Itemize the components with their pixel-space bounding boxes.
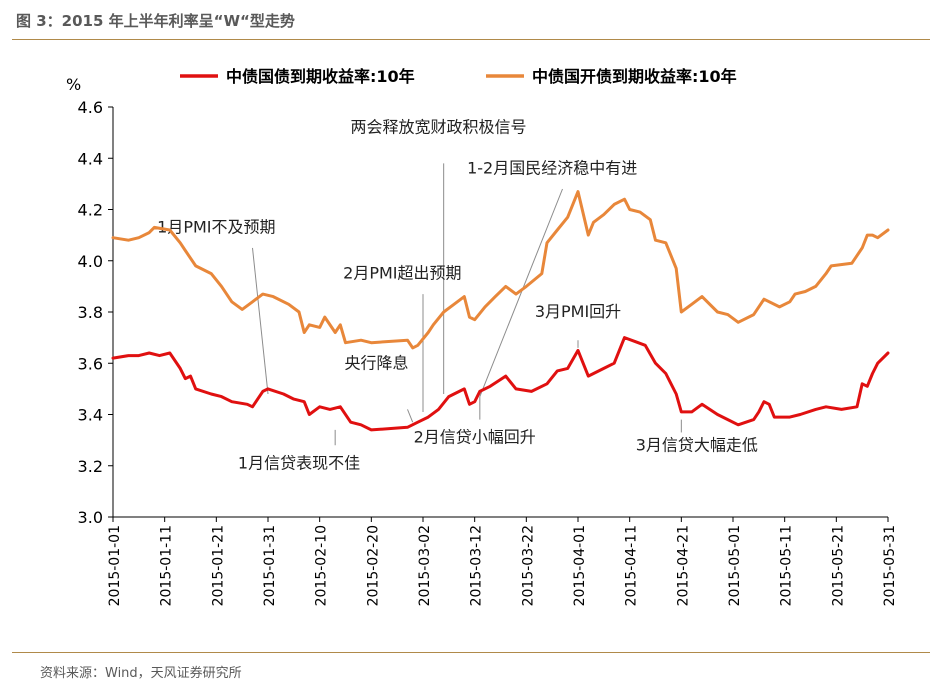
y-tick-label: 3.0 [78,508,103,527]
x-tick-label: 2015-03-12 [469,525,485,606]
annotation-label: 1月信贷表现不佳 [238,453,360,472]
annotation-label: 央行降息 [344,353,408,372]
series-line-gz [111,336,890,432]
annotation-line [479,188,563,397]
x-tick-label: 2015-03-02 [417,525,433,606]
x-tick-label: 2015-04-11 [624,525,640,606]
x-tick-label: 2015-01-31 [262,525,278,606]
top-rule [12,39,930,40]
annotations: 1月PMI不及预期 两会释放宽财政积极信号 1-2月国民经济稳中有进 2月PMI超出预… [157,118,758,473]
source-note: 资料来源：Wind，天风证券研究所 [40,666,242,681]
annotation-label: 1月PMI不及预期 [157,218,275,237]
legend: 中债国债到期收益率:10年 中债国开债到期收益率:10年 [180,67,737,86]
y-axis-unit: % [66,75,81,94]
x-tick-label: 2015-05-21 [830,525,846,606]
y-tick-label: 4.2 [78,201,103,220]
x-tick-label: 2015-05-01 [727,525,743,606]
x-tick-label: 2015-04-21 [675,525,691,606]
annotation-label: 1-2月国民经济稳中有进 [467,159,637,178]
annotation-label: 3月PMI回升 [535,302,621,321]
legend-label-gk: 中债国开债到期收益率:10年 [532,67,737,86]
annotation-label: 两会释放宽财政积极信号 [350,118,526,137]
series-line-gk [111,190,890,350]
x-tick-label: 2015-02-20 [365,525,381,606]
series-lines [111,190,890,432]
x-tick-label: 2015-05-11 [779,525,795,606]
x-tick-label: 2015-03-22 [520,525,536,606]
annotation-label: 3月信贷大幅走低 [636,435,758,454]
y-tick-label: 3.2 [78,457,103,476]
y-tick-label: 3.4 [78,406,103,425]
annotation-label: 2月信贷小幅回升 [414,428,536,447]
y-tick-label: 4.4 [78,149,103,168]
x-axis: 2015-01-01 2015-01-11 2015-01-21 2015-01-31… [107,516,898,606]
y-axis: 3.0 3.2 3.4 3.6 3.8 4.0 4.2 4.4 4.6 [78,98,114,527]
x-tick-label: 2015-04-01 [572,525,588,606]
x-tick-label: 2015-01-01 [107,525,123,606]
x-tick-label: 2015-01-11 [159,525,175,606]
annotation-line [407,409,414,423]
y-tick-label: 4.0 [78,252,103,271]
annotation-line [252,247,269,395]
annotation-label: 2月PMI超出预期 [343,264,461,283]
legend-label-gz: 中债国债到期收益率:10年 [226,67,415,86]
bottom-rule [12,652,930,653]
x-tick-label: 2015-02-10 [314,525,330,606]
x-tick-label: 2015-05-31 [882,525,898,606]
x-tick-label: 2015-01-21 [210,525,226,606]
y-tick-label: 4.6 [78,98,103,117]
line-chart: 中债国债到期收益率:10年 中债国开债到期收益率:10年 % 3.0 3.2 3.4… [66,67,898,606]
y-tick-label: 3.8 [78,303,103,322]
y-tick-label: 3.6 [78,354,103,373]
figure-title: 图 3：2015 年上半年利率呈“W“型走势 [16,12,295,30]
